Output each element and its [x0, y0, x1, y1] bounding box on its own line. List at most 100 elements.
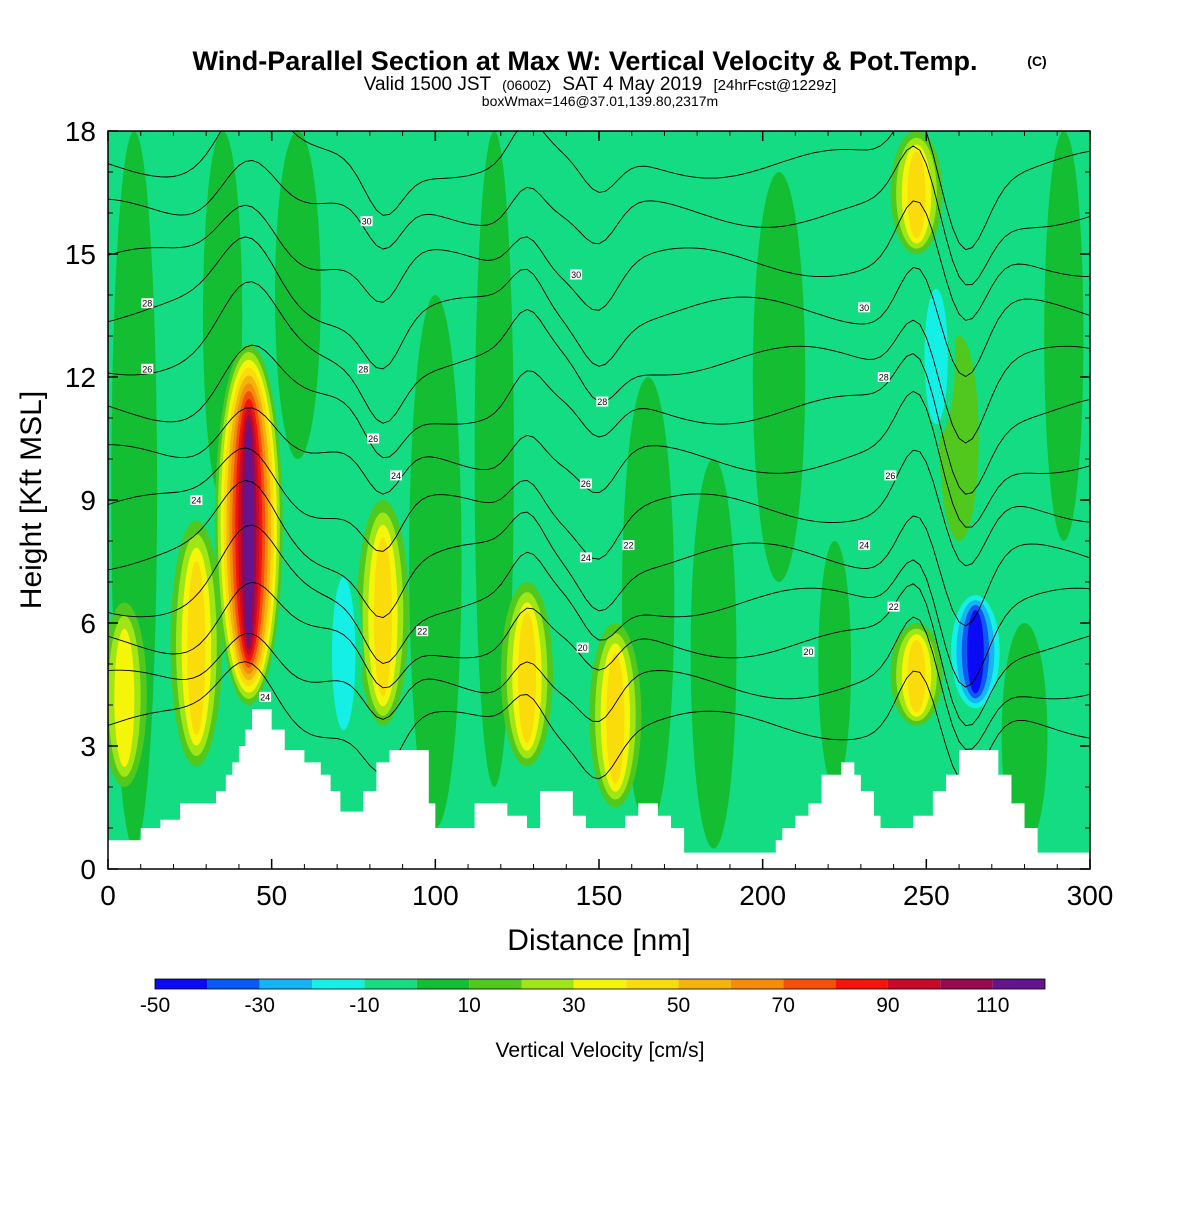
- updraft-cell: [589, 623, 642, 808]
- colorbar-swatch: [155, 979, 208, 989]
- theta-contour-label: 26: [884, 470, 897, 481]
- theta-label-bg: [576, 642, 589, 653]
- theta-label-bg: [858, 540, 871, 551]
- theta-contour-label: 24: [858, 540, 871, 551]
- field-band: [1001, 623, 1048, 849]
- y-tick-label: 0: [80, 854, 96, 885]
- theta-label-text: 30: [571, 270, 581, 280]
- cell-contour-band: [967, 609, 984, 694]
- field-band: [818, 541, 852, 787]
- theta-contour-line: [108, 524, 1090, 688]
- colorbar-tick-label: -10: [349, 994, 379, 1017]
- theta-contour-label: 26: [141, 363, 154, 374]
- subtitle-utc-time: (0600Z): [502, 77, 551, 93]
- theta-label-text: 24: [581, 553, 591, 563]
- cell-contour-band: [373, 537, 393, 697]
- theta-contour-line: [108, 581, 1090, 727]
- field-band: [474, 131, 514, 787]
- theta-label-bg: [570, 269, 583, 280]
- x-tick-label: 300: [1067, 880, 1114, 911]
- theta-contour-labels: 28 26 24 24 30 28 26 24 22 30 28 26 24 22 20 30 28 26 24 22…: [141, 216, 900, 702]
- theta-contour-label: 30: [360, 216, 373, 227]
- colorbar-swatch: [312, 979, 365, 989]
- x-tick-label: 150: [576, 880, 623, 911]
- colorbar: -50 -30 -10 10 30 50 70 90 110: [140, 978, 1046, 1017]
- colorbar-swatch: [364, 979, 417, 989]
- chart-subtitle-box: boxWmax=146@37.01,139.80,2317m: [482, 93, 718, 109]
- colorbar-swatch: [207, 979, 260, 989]
- theta-label-text: 24: [191, 496, 201, 506]
- theta-contour-line: [108, 200, 1090, 321]
- theta-contour-label: 22: [622, 540, 635, 551]
- theta-label-bg: [858, 302, 871, 313]
- theta-contour-line: [108, 390, 1090, 528]
- downdraft-cell: [917, 274, 956, 439]
- theta-label-bg: [259, 691, 272, 702]
- axes: 0 50 100 150 200 250 300 0 3 6 9 12 15 18: [65, 116, 1114, 911]
- colorbar-tick-label: 70: [772, 994, 795, 1017]
- theta-label-bg: [887, 601, 900, 612]
- theta-label-bg: [877, 372, 890, 382]
- theta-contour-label: 28: [596, 396, 609, 407]
- theta-contour-label: 30: [570, 269, 583, 280]
- theta-label-text: 26: [581, 479, 591, 489]
- x-tick-label: 0: [100, 880, 116, 911]
- subtitle-forecast: [24hrFcst@1229z]: [713, 77, 836, 94]
- x-tick-label: 100: [412, 880, 459, 911]
- theta-label-bg: [190, 495, 203, 505]
- theta-contour-label: 24: [190, 495, 203, 506]
- colorbar-tick-label: -50: [140, 994, 170, 1017]
- x-axis-label: Distance [nm]: [507, 924, 690, 957]
- y-axis-label: Height [Kft MSL]: [15, 391, 48, 609]
- theta-contour-label: 22: [416, 626, 429, 637]
- updraft-cell: [890, 623, 943, 726]
- field-band: [327, 131, 347, 541]
- theta-contour-line: [108, 236, 1090, 378]
- theta-label-text: 24: [391, 471, 401, 481]
- colorbar-tick-label: 90: [876, 994, 899, 1017]
- theta-contour-label: 28: [357, 363, 370, 374]
- theta-label-text: 30: [859, 303, 869, 313]
- field-band: [1044, 131, 1084, 541]
- theta-contour-label: 28: [877, 372, 890, 383]
- field-band: [409, 295, 462, 828]
- theta-contour-label: 28: [141, 298, 154, 309]
- theta-contour-line: [108, 145, 1090, 286]
- colorbar-swatch: [259, 979, 313, 989]
- theta-label-bg: [390, 470, 403, 481]
- theta-label-text: 20: [803, 647, 813, 657]
- colorbar-swatch: [416, 979, 470, 989]
- theta-label-text: 28: [142, 299, 152, 309]
- theta-label-text: 26: [368, 434, 378, 444]
- theta-label-text: 24: [260, 692, 270, 702]
- theta-contour-line: [108, 661, 1090, 785]
- downdraft-cell: [945, 590, 1005, 714]
- subtitle-date: SAT 4 May 2019: [562, 74, 702, 95]
- colorbar-swatch: [573, 979, 627, 989]
- field-band: [274, 131, 321, 459]
- x-tick-label: 50: [256, 880, 287, 911]
- chart-subtitle: Valid 1500 JST (0600Z) SAT 4 May 2019 [2…: [364, 74, 837, 95]
- theta-contour-label: 26: [367, 433, 380, 444]
- theta-label-text: 28: [879, 373, 889, 383]
- y-tick-label: 3: [80, 731, 96, 762]
- theta-contour-label: 24: [579, 552, 592, 563]
- theta-label-text: 22: [417, 627, 427, 637]
- theta-contour-line: [108, 480, 1090, 627]
- updraft-cell: [170, 520, 223, 767]
- theta-label-text: 30: [362, 217, 372, 227]
- colorbar-swatch: [469, 979, 522, 989]
- field-band: [690, 459, 737, 849]
- theta-label-text: 22: [623, 541, 633, 551]
- updraft-cell: [356, 500, 409, 726]
- cell-contour-band: [606, 653, 625, 784]
- colorbar-swatch: [783, 979, 836, 989]
- theta-label-text: 20: [578, 643, 588, 653]
- chart-title-mark: (C): [1027, 53, 1046, 69]
- theta-contour-label: 20: [576, 642, 589, 653]
- colorbar-tick-label: 10: [457, 994, 480, 1017]
- theta-contour-label: 24: [259, 691, 272, 702]
- theta-label-text: 28: [358, 364, 368, 374]
- y-tick-label: 18: [65, 116, 96, 147]
